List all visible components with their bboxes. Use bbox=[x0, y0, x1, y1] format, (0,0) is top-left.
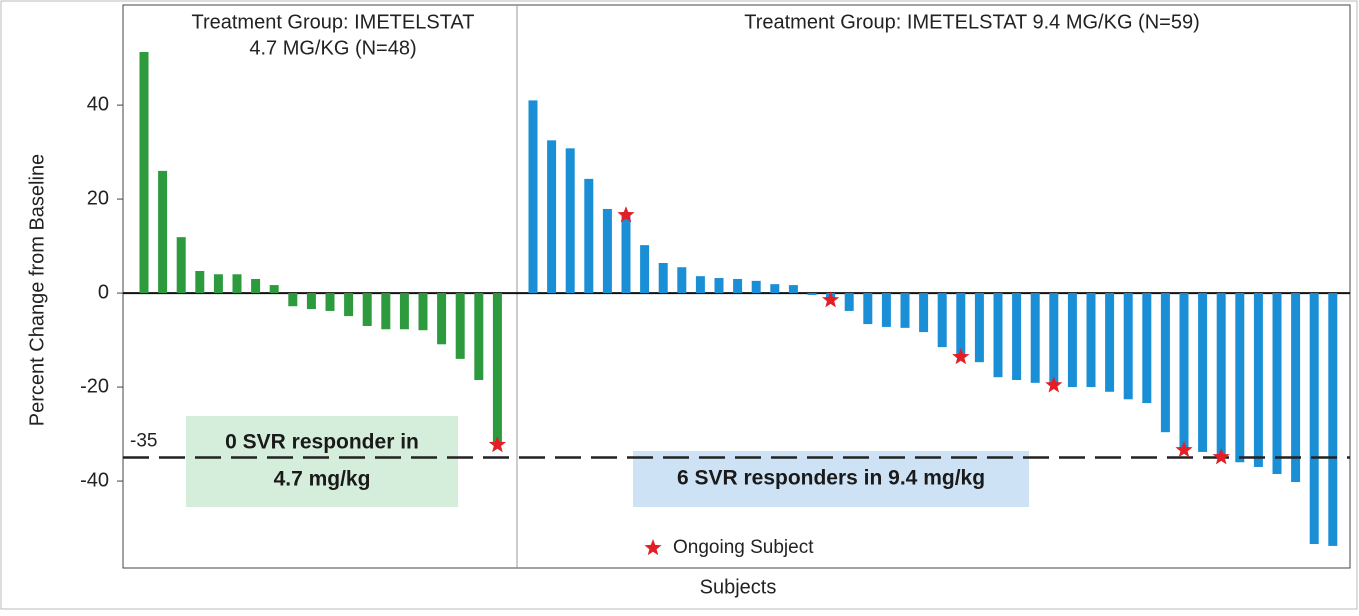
panel-title: Treatment Group: IMETELSTAT 9.4 MG/KG (N… bbox=[744, 11, 1200, 33]
bar bbox=[139, 51, 149, 294]
bar bbox=[1235, 293, 1245, 463]
panel-title: Treatment Group: IMETELSTAT bbox=[191, 11, 474, 33]
bar bbox=[344, 293, 354, 317]
bar bbox=[807, 293, 817, 295]
bar bbox=[1291, 293, 1301, 482]
bar bbox=[844, 293, 854, 311]
y-tick-label: -40 bbox=[80, 469, 109, 491]
bar bbox=[565, 148, 575, 294]
annotation-text: 6 SVR responders in 9.4 mg/kg bbox=[677, 467, 985, 490]
bar bbox=[1012, 293, 1022, 381]
bar bbox=[658, 263, 668, 294]
bar bbox=[733, 278, 743, 294]
ongoing-star bbox=[1212, 448, 1230, 465]
bar bbox=[269, 285, 279, 294]
bar bbox=[919, 293, 929, 333]
bar bbox=[1105, 293, 1115, 392]
bar bbox=[474, 293, 484, 381]
y-tick-label: 20 bbox=[87, 187, 109, 209]
bar bbox=[1328, 293, 1338, 546]
plot-frame bbox=[122, 4, 1351, 569]
annotation-text: 0 SVR responder in bbox=[225, 431, 419, 454]
bar bbox=[751, 280, 761, 294]
bar bbox=[455, 293, 465, 359]
ongoing-star bbox=[1175, 441, 1193, 458]
annotation-box bbox=[633, 451, 1029, 507]
bar bbox=[695, 276, 705, 294]
y-tick-label: 40 bbox=[87, 93, 109, 115]
bar bbox=[1067, 293, 1077, 388]
bar bbox=[195, 270, 205, 294]
bar bbox=[640, 245, 650, 294]
bar bbox=[1030, 293, 1040, 383]
ongoing-star bbox=[822, 291, 840, 308]
ongoing-star bbox=[952, 348, 970, 365]
bar bbox=[381, 293, 391, 330]
bar bbox=[788, 285, 798, 294]
bar bbox=[213, 274, 223, 294]
bar bbox=[677, 267, 687, 294]
bar bbox=[900, 293, 910, 328]
bar bbox=[974, 293, 984, 363]
y-tick-label: 0 bbox=[98, 281, 109, 303]
legend-star bbox=[644, 539, 662, 556]
bar bbox=[714, 278, 724, 294]
bar bbox=[528, 100, 538, 294]
bar bbox=[1086, 293, 1096, 388]
reference-label: -35 bbox=[130, 431, 157, 452]
ongoing-star bbox=[488, 435, 506, 453]
bar bbox=[1179, 293, 1189, 451]
bar bbox=[1123, 293, 1133, 400]
bar bbox=[602, 208, 612, 294]
x-axis-label: Subjects bbox=[700, 576, 777, 598]
legend-label: Ongoing Subject bbox=[673, 537, 814, 558]
bar bbox=[584, 178, 594, 294]
bar bbox=[770, 284, 780, 294]
bar bbox=[176, 237, 186, 294]
bar bbox=[881, 293, 891, 327]
bar bbox=[1216, 293, 1226, 458]
bar bbox=[956, 293, 966, 357]
bar bbox=[158, 170, 168, 294]
bar bbox=[1272, 293, 1282, 475]
bar bbox=[621, 215, 631, 294]
bar bbox=[492, 293, 502, 445]
bar bbox=[1309, 293, 1319, 545]
bar bbox=[1049, 293, 1059, 386]
ongoing-star bbox=[1045, 376, 1063, 393]
annotation-box bbox=[186, 416, 458, 507]
ongoing-star bbox=[617, 206, 635, 223]
y-tick-label: -20 bbox=[80, 375, 109, 397]
bar bbox=[288, 293, 298, 307]
panel-title: 4.7 MG/KG (N=48) bbox=[249, 37, 416, 59]
bar bbox=[1160, 293, 1170, 433]
bar bbox=[1253, 293, 1263, 467]
bar bbox=[863, 293, 873, 325]
bar bbox=[251, 278, 261, 294]
bar bbox=[306, 293, 316, 310]
annotation-text: 4.7 mg/kg bbox=[274, 468, 371, 491]
bar bbox=[547, 140, 557, 294]
bar bbox=[418, 293, 428, 331]
bar bbox=[993, 293, 1003, 378]
bar bbox=[437, 293, 447, 345]
bar bbox=[325, 293, 335, 311]
y-axis-label: Percent Change from Baseline bbox=[26, 154, 48, 426]
bar bbox=[362, 293, 372, 326]
bar bbox=[232, 274, 242, 294]
bar bbox=[937, 293, 947, 348]
bar bbox=[399, 293, 409, 330]
bar bbox=[1198, 293, 1208, 452]
bar bbox=[1142, 293, 1152, 404]
